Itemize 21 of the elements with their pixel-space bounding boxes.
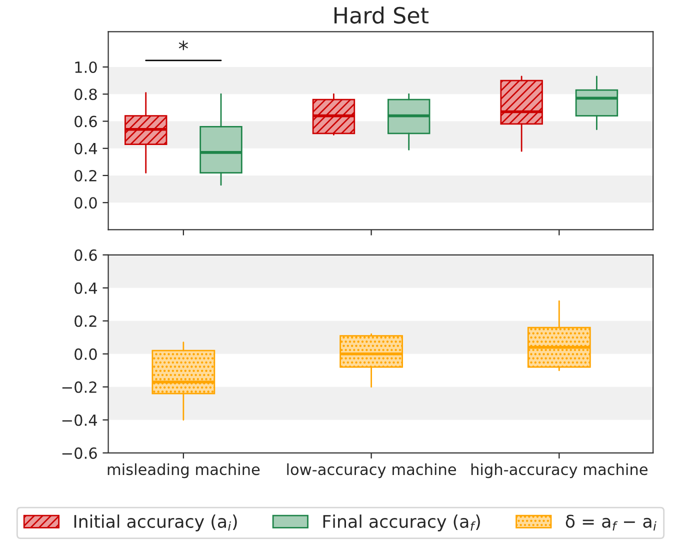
y-tick-label: −0.2 [62,381,96,393]
legend-label: δ = a$_{f}$ − a$_{i}$ [566,514,656,530]
x-tick-label: low-accuracy machine [287,463,456,478]
y-tick-label: 0.2 [74,170,96,182]
x-tick-label: high-accuracy machine [471,463,648,478]
y-tick-label: 0.4 [74,142,98,154]
legend-label: Initial accuracy (a$_{i}$) [74,514,237,532]
y-tick-label: 1.0 [75,61,97,74]
y-tick-label: 0.0 [74,348,97,360]
y-tick-label: 0.4 [74,282,98,294]
x-tick-label: misleading machine [108,463,260,478]
chart-title: Hard Set [334,6,429,24]
y-tick-label: 0.6 [74,249,97,261]
y-tick-label: −0.4 [62,414,98,426]
y-tick-label: 0.8 [74,88,97,100]
y-tick-label: 0.0 [74,197,97,209]
y-tick-label: 0.2 [74,315,96,327]
legend-label: Final accuracy (a$_{f}$) [323,514,480,532]
annotation: * [178,40,188,50]
y-tick-label: 0.6 [74,116,97,128]
y-tick-label: −0.6 [62,447,97,459]
